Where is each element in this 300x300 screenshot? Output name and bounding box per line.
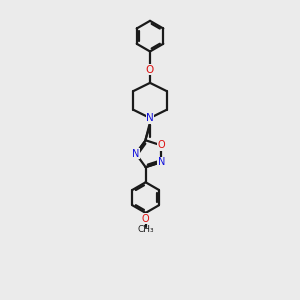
Text: O: O [158, 140, 165, 150]
Text: N: N [146, 113, 154, 123]
Text: CH₃: CH₃ [137, 224, 154, 233]
Text: N: N [132, 149, 140, 159]
Text: O: O [146, 65, 154, 75]
Text: N: N [158, 157, 165, 167]
Text: O: O [142, 214, 149, 224]
